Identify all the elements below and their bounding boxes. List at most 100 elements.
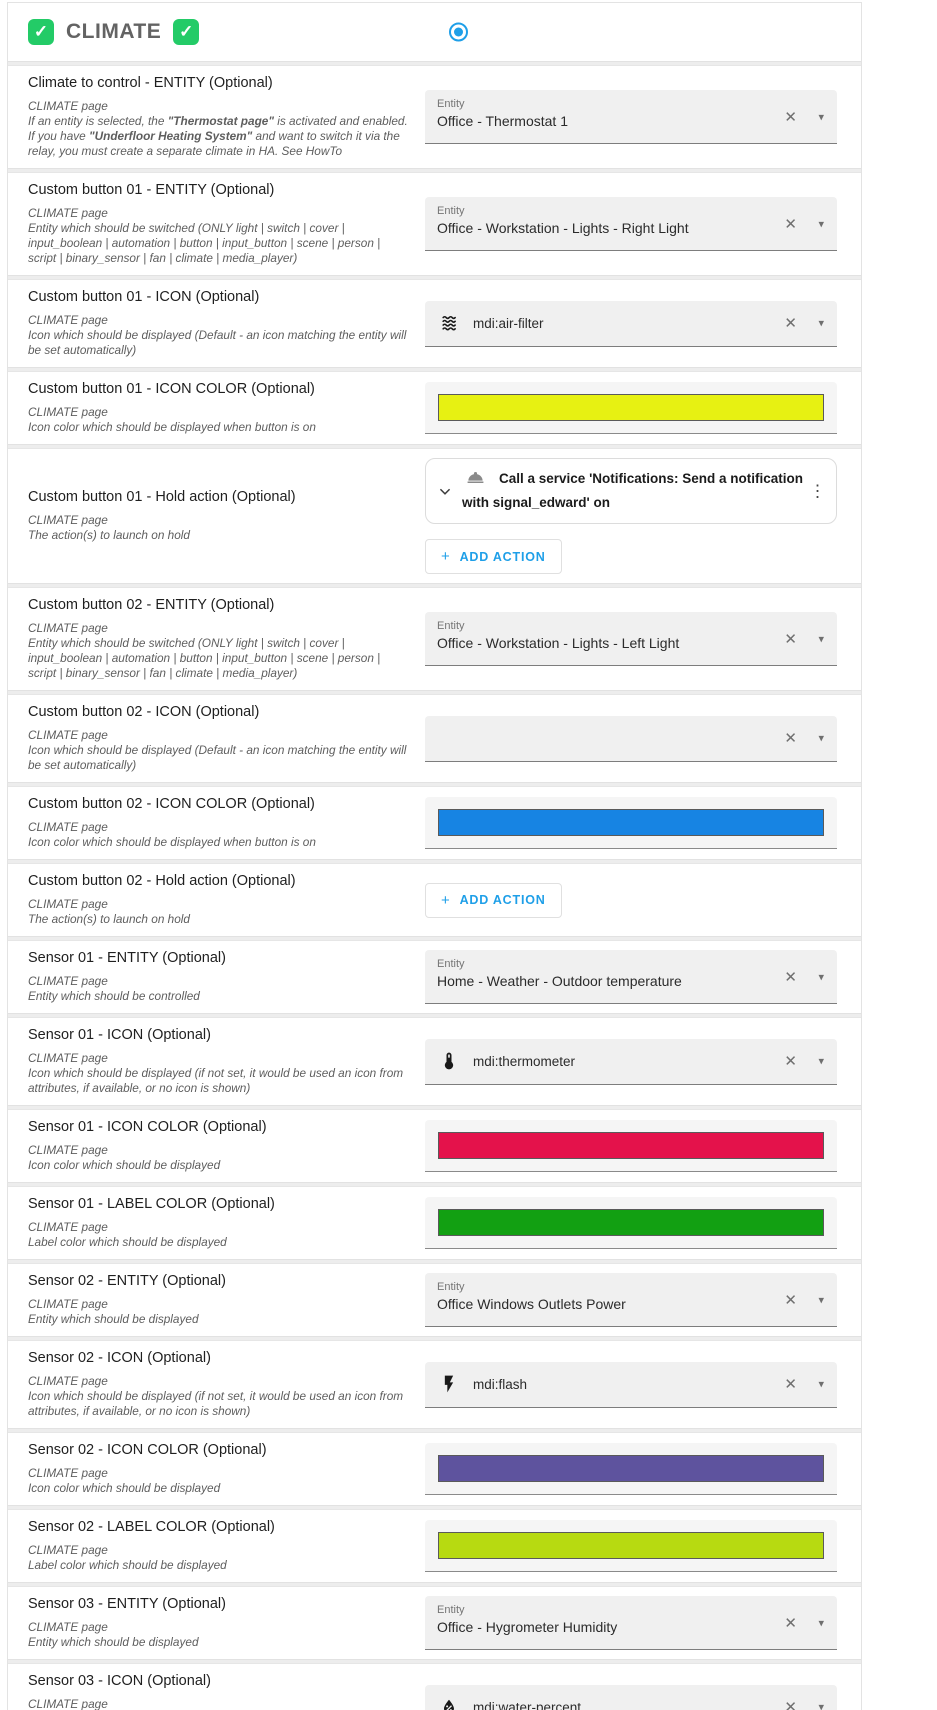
row-description: Icon color which should be displayed — [28, 1158, 221, 1172]
row-page: CLIMATE page — [28, 1620, 108, 1634]
clear-icon[interactable]: ✕ — [784, 1291, 797, 1309]
row-page: CLIMATE page — [28, 405, 108, 419]
entity-select[interactable]: Entity Office - Workstation - Lights - R… — [425, 197, 837, 251]
color-picker-field[interactable] — [425, 1197, 837, 1249]
action-summary: Call a service 'Notifications: Send a no… — [462, 467, 806, 515]
row-description: Icon color which should be displayed — [28, 1481, 221, 1495]
color-picker-field[interactable] — [425, 1120, 837, 1172]
chevron-down-icon[interactable]: ▾ — [818, 1617, 824, 1629]
row-page: CLIMATE page — [28, 1051, 108, 1065]
clear-icon[interactable]: ✕ — [784, 730, 797, 747]
clear-icon[interactable]: ✕ — [784, 630, 797, 648]
entity-select-label: Entity — [437, 1281, 465, 1293]
chevron-down-icon[interactable]: ▾ — [818, 1055, 824, 1068]
color-picker-field[interactable] — [425, 797, 837, 849]
entity-select-label: Entity — [437, 620, 465, 632]
form-row-cb01-entity: Custom button 01 - ENTITY (Optional) CLI… — [8, 173, 861, 275]
color-swatch[interactable] — [438, 1455, 824, 1482]
divider — [8, 1105, 861, 1110]
row-title: Sensor 01 - ICON (Optional) — [28, 1027, 211, 1043]
color-picker-field[interactable] — [425, 1443, 837, 1495]
row-page: CLIMATE page — [28, 1220, 108, 1234]
icon-select[interactable]: mdi:air-filter ✕ ▾ — [425, 300, 837, 347]
add-action-label: ADD ACTION — [459, 893, 546, 907]
form-row-s01-label-color: Sensor 01 - LABEL COLOR (Optional) CLIMA… — [8, 1187, 861, 1259]
row-title: Sensor 01 - LABEL COLOR (Optional) — [28, 1196, 275, 1212]
clear-icon[interactable]: ✕ — [784, 215, 797, 233]
color-swatch[interactable] — [438, 1532, 824, 1559]
row-page: CLIMATE page — [28, 621, 108, 635]
row-page: CLIMATE page — [28, 897, 108, 911]
row-description: Entity which should be controlled — [28, 989, 200, 1003]
entity-select-label: Entity — [437, 98, 465, 110]
row-page: CLIMATE page — [28, 728, 108, 742]
form-row-cb01-icon: Custom button 01 - ICON (Optional) CLIMA… — [8, 280, 861, 367]
color-swatch[interactable] — [438, 1132, 824, 1159]
color-picker-field[interactable] — [425, 1520, 837, 1572]
clear-icon[interactable]: ✕ — [784, 1699, 797, 1710]
divider — [8, 1013, 861, 1018]
form-row-s02-entity: Sensor 02 - ENTITY (Optional) CLIMATE pa… — [8, 1264, 861, 1336]
action-card[interactable]: Call a service 'Notifications: Send a no… — [425, 458, 837, 524]
icon-select[interactable]: ✕ ▾ — [425, 715, 837, 762]
row-page: CLIMATE page — [28, 1143, 108, 1157]
entity-select-value: Home - Weather - Outdoor temperature — [437, 973, 682, 989]
plus-icon: + — [441, 548, 451, 565]
entity-select[interactable]: Entity Office - Workstation - Lights - L… — [425, 612, 837, 666]
chevron-down-icon[interactable]: ▾ — [818, 1294, 824, 1306]
entity-select[interactable]: Entity Office - Thermostat 1 ✕ ▾ — [425, 90, 837, 144]
icon-select[interactable]: mdi:water-percent ✕ ▾ — [425, 1684, 837, 1710]
entity-select-value: Office - Thermostat 1 — [437, 113, 568, 129]
row-title: Sensor 03 - ENTITY (Optional) — [28, 1596, 226, 1612]
clear-icon[interactable]: ✕ — [784, 1376, 797, 1393]
check-icon: ✓ — [28, 19, 54, 45]
entity-select[interactable]: Entity Office - Hygrometer Humidity ✕ ▾ — [425, 1596, 837, 1650]
chevron-down-icon[interactable]: ▾ — [818, 633, 824, 645]
chevron-down-icon[interactable]: ▾ — [818, 732, 824, 745]
chevron-down-icon[interactable]: ▾ — [818, 317, 824, 330]
color-swatch[interactable] — [438, 394, 824, 421]
chevron-down-icon[interactable]: ▾ — [818, 971, 824, 983]
overflow-menu-icon[interactable]: ⋮ — [809, 481, 826, 501]
header-radio[interactable] — [449, 22, 468, 42]
section-header: ✓ CLIMATE ✓ — [8, 3, 861, 61]
clear-icon[interactable]: ✕ — [784, 1053, 797, 1070]
icon-select[interactable]: mdi:thermometer ✕ ▾ — [425, 1038, 837, 1085]
row-page: CLIMATE page — [28, 974, 108, 988]
chevron-down-icon[interactable]: ▾ — [818, 1378, 824, 1391]
thermometer-icon — [444, 1052, 454, 1070]
chevron-down-icon[interactable]: ▾ — [818, 218, 824, 230]
chevron-down-icon[interactable] — [436, 482, 454, 500]
chevron-down-icon[interactable]: ▾ — [818, 111, 824, 123]
color-picker-field[interactable] — [425, 382, 837, 434]
color-swatch[interactable] — [438, 1209, 824, 1236]
chevron-down-icon[interactable]: ▾ — [818, 1701, 824, 1710]
icon-select-value: mdi:air-filter — [473, 315, 544, 331]
add-action-button[interactable]: + ADD ACTION — [425, 539, 562, 574]
entity-select[interactable]: Entity Office Windows Outlets Power ✕ ▾ — [425, 1273, 837, 1327]
entity-select[interactable]: Entity Home - Weather - Outdoor temperat… — [425, 950, 837, 1004]
row-description: The action(s) to launch on hold — [28, 912, 190, 926]
row-description: Label color which should be displayed — [28, 1558, 227, 1572]
water-percent-icon — [444, 1699, 454, 1710]
clear-icon[interactable]: ✕ — [784, 1614, 797, 1632]
row-title: Sensor 02 - ENTITY (Optional) — [28, 1273, 226, 1289]
clear-icon[interactable]: ✕ — [784, 108, 797, 126]
form-row-climate-entity: Climate to control - ENTITY (Optional) C… — [8, 66, 861, 168]
icon-select[interactable]: mdi:flash ✕ ▾ — [425, 1361, 837, 1408]
form-row-cb02-icon-color: Custom button 02 - ICON COLOR (Optional)… — [8, 787, 861, 859]
clear-icon[interactable]: ✕ — [784, 968, 797, 986]
divider — [8, 1259, 861, 1264]
form-row-s03-entity: Sensor 03 - ENTITY (Optional) CLIMATE pa… — [8, 1587, 861, 1659]
row-title: Custom button 01 - Hold action (Optional… — [28, 489, 296, 505]
row-description: Entity which should be displayed — [28, 1635, 199, 1649]
plus-icon: + — [441, 891, 451, 909]
add-action-button[interactable]: + ADD ACTION — [425, 882, 562, 918]
clear-icon[interactable]: ✕ — [784, 315, 797, 332]
row-page: CLIMATE page — [28, 1374, 108, 1388]
color-swatch[interactable] — [438, 809, 824, 836]
row-title: Sensor 01 - ENTITY (Optional) — [28, 950, 226, 966]
row-description: Icon which should be displayed (Default … — [28, 743, 407, 772]
row-title: Custom button 02 - ICON COLOR (Optional) — [28, 796, 315, 812]
row-page: CLIMATE page — [28, 1297, 108, 1311]
